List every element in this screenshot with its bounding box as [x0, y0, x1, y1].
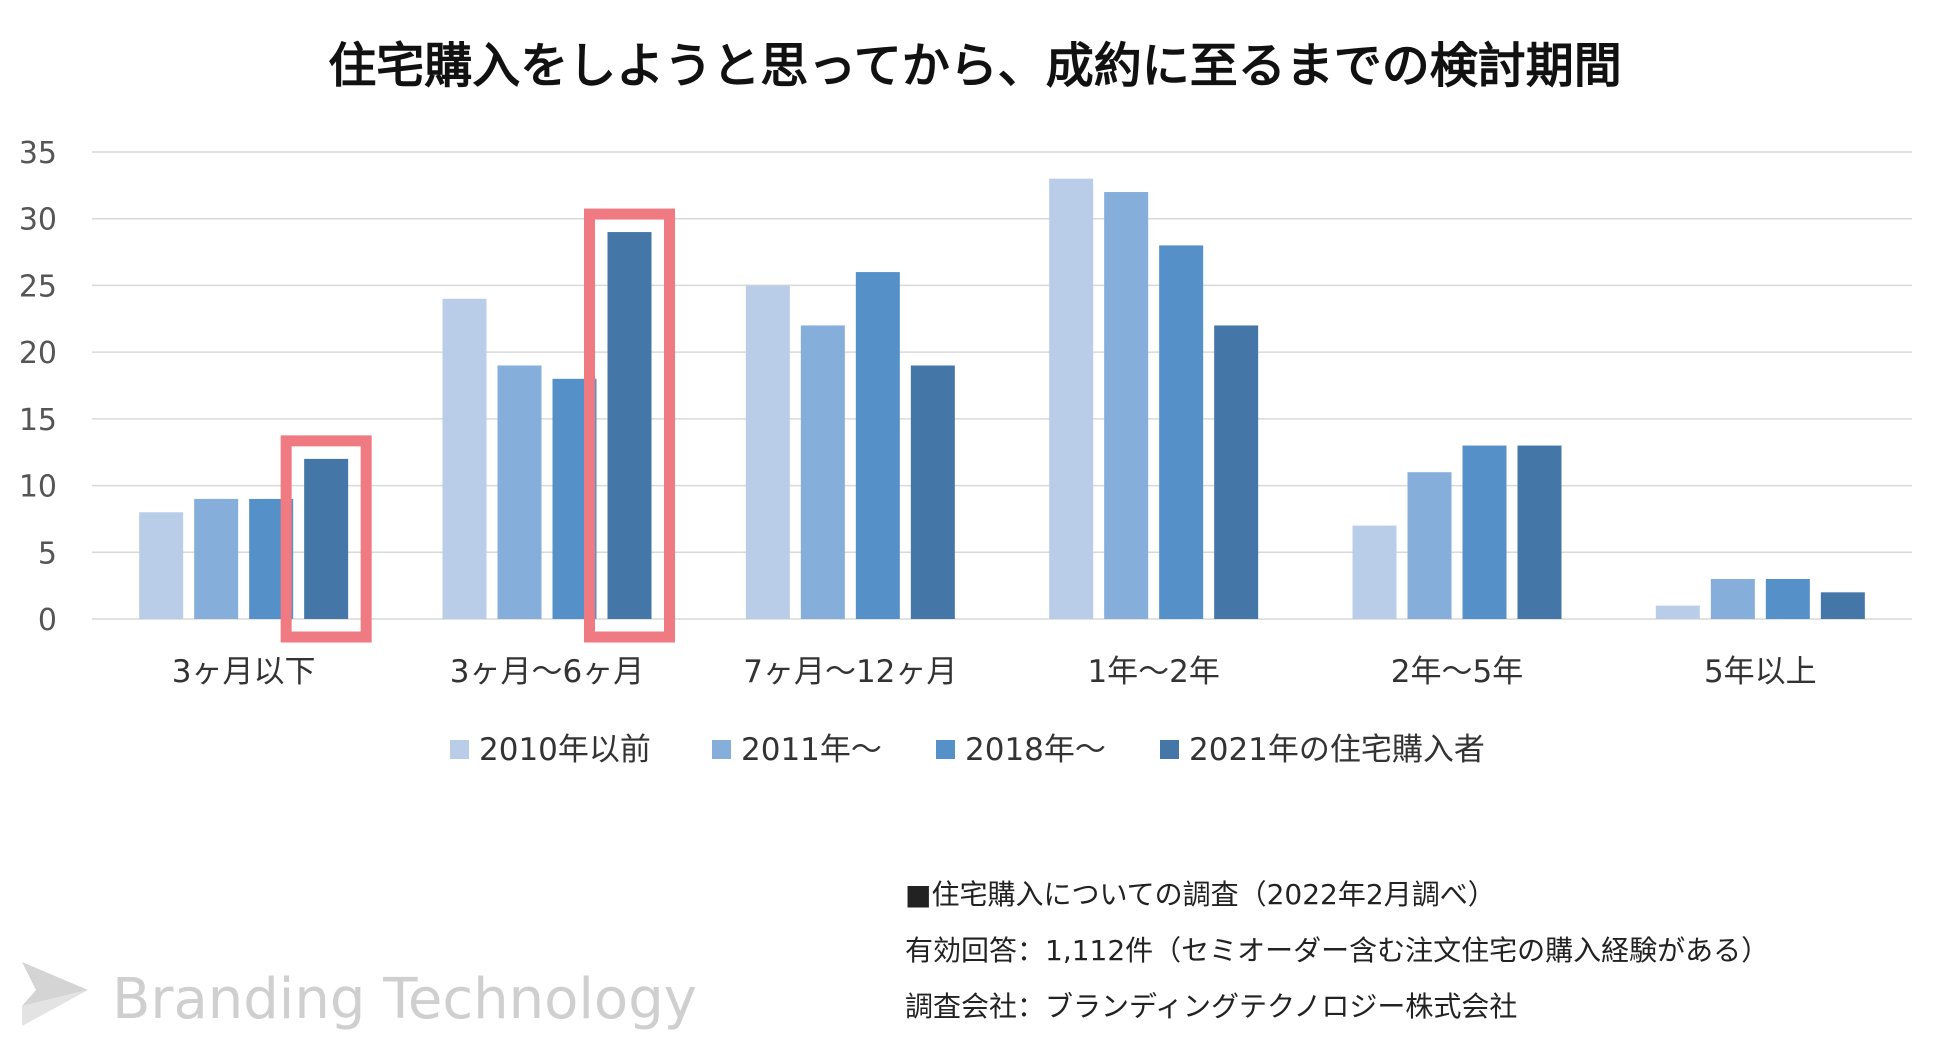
y-tick-label: 0 [38, 603, 57, 638]
highlight-box-1 [280, 435, 372, 643]
note-line-3: 調査会社：ブランディングテクノロジー株式会社 [905, 990, 1517, 1023]
bar-3-3 [855, 272, 900, 619]
y-tick-label: 5 [38, 536, 57, 571]
brand-name: Branding Technology [112, 967, 697, 1032]
legend-label: 2010年以前 [479, 732, 651, 768]
x-category-label: 2年〜5年 [1391, 654, 1523, 690]
y-tick-label: 30 [19, 203, 57, 238]
x-category-label: 3ヶ月以下 [172, 654, 316, 690]
note-line-2: 有効回答：1,112件（セミオーダー含む注文住宅の購入経験がある） [905, 934, 1769, 967]
bar-1-4 [304, 458, 349, 619]
bar-5-4 [1517, 445, 1562, 619]
legend: 2010年以前 2011年〜 2018年〜 2021年の住宅購入者 [450, 732, 1485, 768]
bar-2-2 [497, 365, 542, 619]
legend-swatch [450, 740, 469, 759]
x-category-label: 5年以上 [1704, 654, 1817, 690]
bar-3-1 [745, 285, 790, 619]
legend-swatch [936, 740, 955, 759]
x-axis-labels: 3ヶ月以下 3ヶ月〜6ヶ月 7ヶ月〜12ヶ月 1年〜2年 2年〜5年 5年以上 [172, 654, 1817, 690]
y-tick-label: 15 [19, 403, 57, 438]
bars [139, 178, 1865, 620]
bar-2-1 [442, 298, 487, 619]
bar-4-4 [1214, 325, 1259, 619]
bar-3-4 [910, 365, 955, 619]
legend-swatch [1160, 740, 1179, 759]
chart-title: 住宅購入をしようと思ってから、成約に至るまでの検討期間 [328, 38, 1622, 94]
bar-3-2 [800, 325, 845, 619]
y-tick-label: 25 [19, 269, 57, 304]
bar-5-2 [1407, 472, 1452, 619]
bar-6-4 [1820, 592, 1865, 619]
bar-6-1 [1655, 605, 1700, 619]
y-axis-ticks: 0 5 10 15 20 25 30 35 [19, 136, 57, 638]
y-tick-label: 20 [19, 336, 57, 371]
highlight-boxes [280, 208, 675, 643]
x-category-label: 3ヶ月〜6ヶ月 [450, 654, 644, 690]
bar-4-3 [1159, 245, 1204, 619]
arrow-logo-icon [22, 962, 88, 1026]
brand-logo: Branding Technology [22, 962, 697, 1032]
y-tick-label: 35 [19, 136, 57, 171]
bar-1-2 [194, 498, 239, 619]
note-line-1: ■住宅購入についての調査（2022年2月調べ） [905, 878, 1496, 911]
bar-5-1 [1352, 525, 1397, 619]
legend-label: 2011年〜 [741, 732, 882, 768]
legend-label: 2021年の住宅購入者 [1189, 732, 1485, 768]
bar-5-3 [1462, 445, 1507, 619]
legend-label: 2018年〜 [965, 732, 1106, 768]
x-category-label: 1年〜2年 [1087, 654, 1219, 690]
bar-6-2 [1710, 578, 1755, 619]
bar-4-1 [1049, 178, 1094, 619]
grid-lines [92, 151, 1912, 620]
bar-4-2 [1104, 192, 1149, 619]
bar-2-4 [607, 232, 652, 620]
legend-swatch [712, 740, 731, 759]
bar-6-3 [1765, 578, 1810, 619]
highlight-box-2 [584, 208, 675, 643]
x-category-label: 7ヶ月〜12ヶ月 [743, 654, 957, 690]
bar-1-1 [139, 512, 184, 619]
y-tick-label: 10 [19, 470, 57, 505]
survey-notes: ■住宅購入についての調査（2022年2月調べ） 有効回答：1,112件（セミオー… [905, 878, 1769, 1023]
